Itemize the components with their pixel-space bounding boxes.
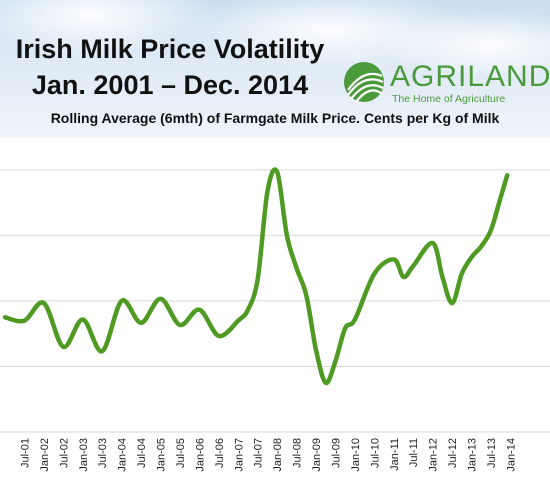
x-tick-label: Jan-07	[233, 438, 245, 472]
x-tick-label: Jan-04	[117, 438, 129, 472]
agriland-logo-tagline: The Home of Agriculture	[392, 93, 506, 105]
x-tick-label: Jan-13	[467, 438, 479, 472]
series-line	[2, 167, 510, 386]
grid-lines	[0, 169, 550, 433]
x-tick-label: Jan-08	[272, 438, 284, 472]
x-axis-ticks: Jul-01 Jan-02 Jul-02 Jan-03 Jul-03 Jan-04 Jul-…	[19, 438, 517, 472]
x-tick-label: Jan-09	[311, 438, 323, 472]
agriland-logo-name: AGRILAND	[390, 60, 550, 93]
header-cloud	[380, 10, 550, 80]
x-tick-label: Jan-06	[194, 438, 206, 472]
x-tick-label: Jan-03	[78, 438, 90, 472]
x-tick-label: Jul-12	[447, 438, 459, 468]
x-tick-label: Jan-10	[350, 438, 362, 472]
chart-title-line1: Irish Milk Price Volatility	[15, 34, 325, 64]
x-tick-label: Jan-12	[428, 438, 440, 472]
x-tick-label: Jul-11	[408, 438, 420, 467]
chart-title-line2: Jan. 2001 – Dec. 2014	[31, 70, 309, 100]
x-tick-label: Jul-08	[292, 438, 304, 468]
x-tick-label: Jan-14	[505, 438, 517, 472]
x-tick-label: Jan-02	[39, 438, 51, 472]
x-tick-label: Jul-04	[136, 438, 148, 468]
x-tick-label: Jul-03	[97, 438, 109, 468]
x-tick-label: Jul-07	[253, 438, 265, 468]
chart-header: Irish Milk Price Volatility Jan. 2001 – …	[0, 0, 550, 138]
agriland-swirl-logo-icon	[344, 62, 384, 103]
x-tick-label: Jan-05	[156, 438, 168, 472]
agriland-logo: AGRILAND The Home of Agriculture	[340, 58, 550, 108]
x-tick-label: Jul-10	[369, 438, 381, 468]
x-tick-label: Jul-13	[486, 438, 498, 468]
series-layer	[2, 167, 510, 386]
x-tick-label: Jul-01	[19, 438, 31, 468]
x-tick-label: Jan-11	[389, 438, 401, 471]
x-tick-label: Jul-09	[330, 438, 342, 468]
milk-price-line-chart: Jul-01 Jan-02 Jul-02 Jan-03 Jul-03 Jan-04 Jul-…	[0, 167, 550, 472]
chart-subtitle: Rolling Average (6mth) of Farmgate Milk …	[50, 110, 500, 126]
x-tick-label: Jul-02	[58, 438, 70, 468]
x-tick-label: Jul-05	[175, 438, 187, 468]
x-tick-label: Jul-06	[214, 438, 226, 468]
